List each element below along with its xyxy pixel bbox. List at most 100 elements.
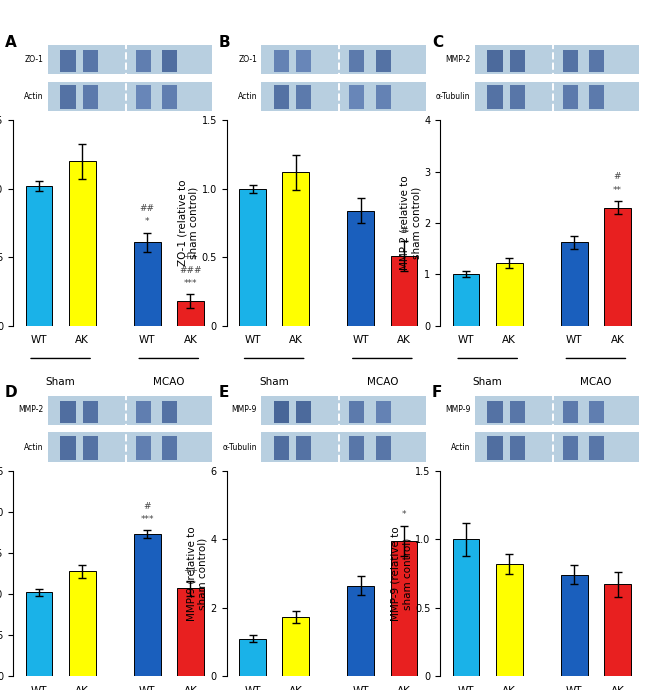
Bar bbox=[134, 534, 161, 676]
Text: Actin: Actin bbox=[451, 443, 471, 452]
Bar bbox=[25, 186, 53, 326]
Bar bbox=[162, 401, 177, 423]
Bar bbox=[347, 210, 374, 326]
Text: ###: ### bbox=[179, 266, 202, 275]
Bar bbox=[134, 242, 161, 326]
Text: Sham: Sham bbox=[46, 377, 75, 387]
Bar bbox=[347, 586, 374, 676]
Bar bbox=[47, 45, 213, 75]
Bar bbox=[162, 436, 177, 460]
Text: #: # bbox=[400, 226, 408, 235]
Text: #: # bbox=[144, 502, 151, 511]
Text: ++: ++ bbox=[183, 253, 198, 262]
Text: Sham: Sham bbox=[473, 377, 502, 387]
Text: ++: ++ bbox=[183, 566, 198, 575]
Bar bbox=[25, 593, 53, 676]
Bar bbox=[349, 401, 365, 423]
Text: 2h I / 2h R: 2h I / 2h R bbox=[294, 365, 362, 378]
Text: *: * bbox=[145, 217, 150, 226]
Bar bbox=[563, 86, 578, 109]
Bar bbox=[488, 436, 502, 460]
Bar bbox=[261, 395, 426, 425]
Bar bbox=[452, 540, 480, 676]
Bar bbox=[563, 50, 578, 72]
Bar bbox=[563, 401, 578, 423]
Text: ZO-1: ZO-1 bbox=[238, 55, 257, 64]
Bar bbox=[496, 263, 523, 326]
Bar bbox=[561, 242, 588, 326]
Bar bbox=[604, 584, 631, 676]
Text: **: ** bbox=[613, 186, 622, 195]
Text: Sham: Sham bbox=[259, 377, 289, 387]
Bar bbox=[136, 50, 151, 72]
Bar bbox=[296, 436, 311, 460]
Text: 2h I / 22h R: 2h I / 22h R bbox=[291, 14, 366, 27]
Bar bbox=[604, 208, 631, 326]
Text: #: # bbox=[614, 172, 621, 181]
Text: E: E bbox=[218, 385, 229, 400]
Text: 2h I / 2h R: 2h I / 2h R bbox=[81, 14, 148, 27]
Bar bbox=[376, 436, 391, 460]
Y-axis label: ZO-1 (relative to
sham control): ZO-1 (relative to sham control) bbox=[177, 179, 199, 266]
Text: ZO-1: ZO-1 bbox=[25, 55, 44, 64]
Text: MCAO: MCAO bbox=[580, 377, 612, 387]
Bar bbox=[349, 436, 365, 460]
Bar bbox=[474, 82, 640, 111]
Text: MCAO: MCAO bbox=[153, 377, 185, 387]
Bar bbox=[391, 256, 417, 326]
Bar bbox=[376, 50, 391, 72]
Bar bbox=[47, 395, 213, 425]
Text: C: C bbox=[432, 34, 443, 50]
Bar bbox=[474, 433, 640, 462]
Bar bbox=[69, 571, 96, 676]
Bar bbox=[349, 50, 365, 72]
Text: MCAO: MCAO bbox=[367, 377, 398, 387]
Text: Actin: Actin bbox=[24, 443, 44, 452]
Bar bbox=[488, 86, 502, 109]
Bar bbox=[376, 401, 391, 423]
Bar bbox=[376, 86, 391, 109]
Bar bbox=[510, 50, 525, 72]
Bar bbox=[474, 395, 640, 425]
Text: MMP-9: MMP-9 bbox=[231, 406, 257, 415]
Bar bbox=[83, 86, 98, 109]
Bar bbox=[452, 275, 480, 326]
Y-axis label: MMP-9 (relative to
sham control): MMP-9 (relative to sham control) bbox=[186, 526, 208, 621]
Text: A: A bbox=[5, 34, 17, 50]
Bar bbox=[296, 401, 311, 423]
Text: 2h I / 22h R: 2h I / 22h R bbox=[504, 365, 580, 378]
Bar bbox=[296, 50, 311, 72]
Bar bbox=[60, 86, 75, 109]
Text: ***: *** bbox=[140, 515, 154, 524]
Text: F: F bbox=[432, 385, 443, 400]
Bar bbox=[510, 436, 525, 460]
Text: α-Tubulin: α-Tubulin bbox=[436, 92, 471, 101]
Bar bbox=[47, 82, 213, 111]
Bar bbox=[274, 50, 289, 72]
Bar bbox=[589, 50, 604, 72]
Bar bbox=[510, 401, 525, 423]
Y-axis label: MMP-9 (relative to
sham control): MMP-9 (relative to sham control) bbox=[391, 526, 412, 621]
Bar bbox=[60, 50, 75, 72]
Bar bbox=[83, 401, 98, 423]
Text: ##: ## bbox=[140, 204, 155, 213]
Bar bbox=[83, 436, 98, 460]
Bar bbox=[83, 50, 98, 72]
Bar bbox=[474, 45, 640, 75]
Bar bbox=[177, 589, 204, 676]
Bar bbox=[274, 401, 289, 423]
Bar bbox=[136, 401, 151, 423]
Text: MMP-2: MMP-2 bbox=[445, 55, 471, 64]
Bar bbox=[261, 82, 426, 111]
Bar bbox=[69, 161, 96, 326]
Bar bbox=[488, 401, 502, 423]
Bar bbox=[261, 433, 426, 462]
Bar bbox=[349, 86, 365, 109]
Bar bbox=[589, 401, 604, 423]
Bar bbox=[239, 638, 266, 676]
Bar bbox=[274, 86, 289, 109]
Bar bbox=[589, 86, 604, 109]
Text: *: * bbox=[402, 511, 406, 520]
Text: 2h I / 2h R: 2h I / 2h R bbox=[508, 14, 575, 27]
Bar bbox=[282, 172, 309, 326]
